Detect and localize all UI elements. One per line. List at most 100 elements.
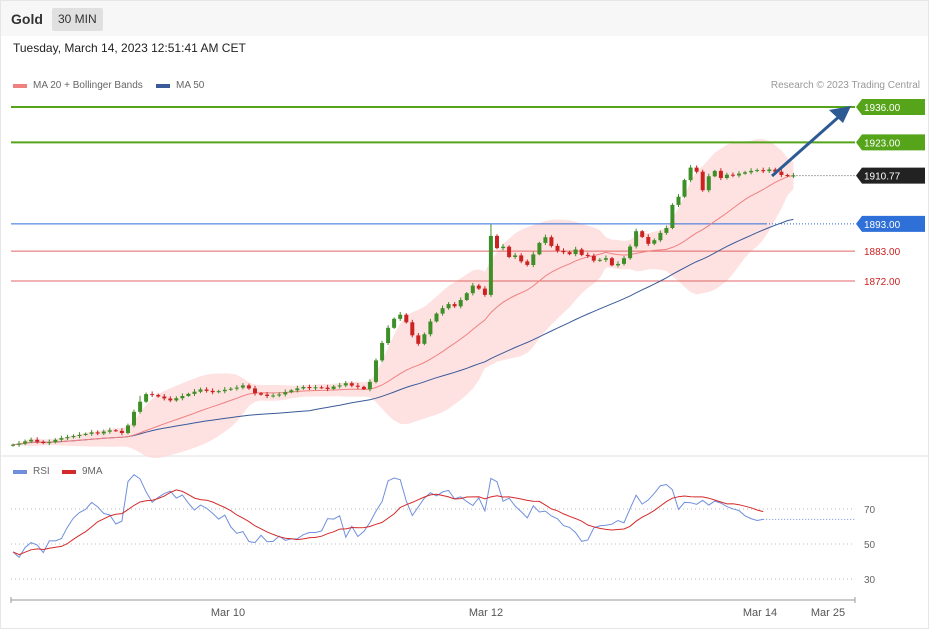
price-tag-label: 1910.77 bbox=[864, 172, 901, 183]
candle-body bbox=[319, 387, 324, 389]
candle-body bbox=[126, 425, 130, 433]
price-tag-label: 1936.00 bbox=[864, 103, 901, 114]
candle-body bbox=[597, 259, 602, 261]
candle-body bbox=[83, 433, 88, 435]
rsi-line bbox=[12, 474, 764, 559]
candle-body bbox=[301, 387, 306, 389]
candle-body bbox=[718, 170, 723, 178]
timeframe-button[interactable]: 30 MIN bbox=[52, 8, 103, 31]
candle-body bbox=[35, 439, 40, 442]
candle-body bbox=[240, 385, 245, 388]
forecast-arrow-head bbox=[829, 106, 851, 123]
price-tag bbox=[856, 134, 925, 151]
candle-body bbox=[271, 395, 276, 397]
price-tag bbox=[856, 167, 925, 184]
candle-body bbox=[452, 304, 457, 307]
candle-body bbox=[640, 231, 645, 237]
candle-body bbox=[156, 394, 161, 397]
candle-body bbox=[488, 235, 493, 295]
rsi-ma-swatch bbox=[62, 469, 76, 474]
candle-body bbox=[392, 318, 397, 328]
candle-body bbox=[543, 237, 548, 243]
candle-body bbox=[664, 228, 669, 233]
candle-body bbox=[549, 237, 554, 246]
chart-header: Gold 30 MIN bbox=[1, 1, 928, 36]
candle-body bbox=[23, 441, 28, 444]
rsi-swatch bbox=[13, 469, 27, 474]
candle-body bbox=[428, 321, 433, 335]
candle-body bbox=[253, 388, 257, 394]
candle-body bbox=[458, 300, 463, 307]
candle-body bbox=[234, 387, 239, 389]
candle-body bbox=[579, 249, 584, 255]
candle-body bbox=[561, 250, 566, 253]
candle-body bbox=[289, 390, 294, 393]
candle-body bbox=[53, 439, 58, 443]
candle-body bbox=[374, 360, 378, 382]
candle-body bbox=[470, 285, 475, 294]
candle-body bbox=[773, 169, 778, 172]
price-tag-label: 1893.00 bbox=[864, 220, 901, 231]
candle-body bbox=[186, 393, 191, 396]
candle-body bbox=[222, 389, 227, 392]
level-label: 1883.00 bbox=[864, 247, 901, 258]
candle-body bbox=[367, 381, 372, 390]
rsi-label: RSI bbox=[33, 466, 50, 477]
price-tag bbox=[856, 215, 925, 232]
legend-ma20: MA 20 + Bollinger Bands bbox=[13, 80, 143, 91]
candle-body bbox=[712, 170, 717, 177]
rsi-ma-label: 9MA bbox=[82, 466, 103, 477]
candle-body bbox=[682, 180, 687, 197]
candle-body bbox=[658, 232, 663, 241]
candle-body bbox=[113, 430, 118, 432]
candle-body bbox=[265, 394, 270, 396]
candle-body bbox=[646, 237, 651, 244]
candle-body bbox=[246, 385, 251, 389]
x-tick-label: Mar 25 bbox=[811, 607, 845, 619]
legend-rsi-ma: 9MA bbox=[62, 466, 103, 477]
candle-body bbox=[694, 167, 699, 172]
candle-body bbox=[464, 293, 469, 300]
candle-body bbox=[531, 254, 536, 265]
candle-body bbox=[724, 174, 729, 178]
legend-rsi: RSI bbox=[13, 466, 50, 477]
candle-body bbox=[210, 390, 215, 393]
candle-body bbox=[95, 432, 100, 434]
candle-body bbox=[198, 389, 203, 392]
candle-body bbox=[591, 256, 596, 261]
candle-body bbox=[603, 258, 608, 260]
candle-body bbox=[277, 394, 282, 396]
datetime-label: Tuesday, March 14, 2023 12:51:41 AM CET bbox=[13, 41, 246, 55]
research-credit: Research © 2023 Trading Central bbox=[770, 80, 920, 91]
candle-body bbox=[349, 383, 354, 386]
candle-body bbox=[228, 388, 233, 390]
forecast-arrow-shaft bbox=[771, 112, 843, 178]
candle-body bbox=[11, 444, 15, 446]
candle-body bbox=[513, 255, 518, 257]
candle-body bbox=[555, 245, 560, 251]
candle-body bbox=[537, 242, 542, 255]
candle-body bbox=[628, 246, 633, 259]
candle-body bbox=[749, 170, 754, 173]
candle-body bbox=[355, 385, 360, 387]
candle-body bbox=[216, 391, 221, 393]
candle-body bbox=[482, 288, 487, 295]
candle-body bbox=[706, 176, 711, 191]
candle-body bbox=[434, 313, 439, 322]
legend-ma50: MA 50 bbox=[156, 80, 204, 91]
candle-body bbox=[180, 396, 185, 399]
candle-body bbox=[767, 169, 772, 172]
candle-body bbox=[440, 308, 445, 314]
candle-body bbox=[77, 434, 82, 436]
candle-body bbox=[107, 430, 112, 432]
candle-body bbox=[785, 175, 790, 177]
candle-body bbox=[204, 389, 209, 391]
candle-body bbox=[59, 438, 64, 440]
candle-body bbox=[138, 401, 143, 412]
candle-body bbox=[567, 252, 572, 255]
candle-body bbox=[616, 263, 620, 266]
candle-body bbox=[343, 383, 348, 386]
ma50-line bbox=[12, 218, 794, 446]
candle-body bbox=[779, 171, 784, 175]
